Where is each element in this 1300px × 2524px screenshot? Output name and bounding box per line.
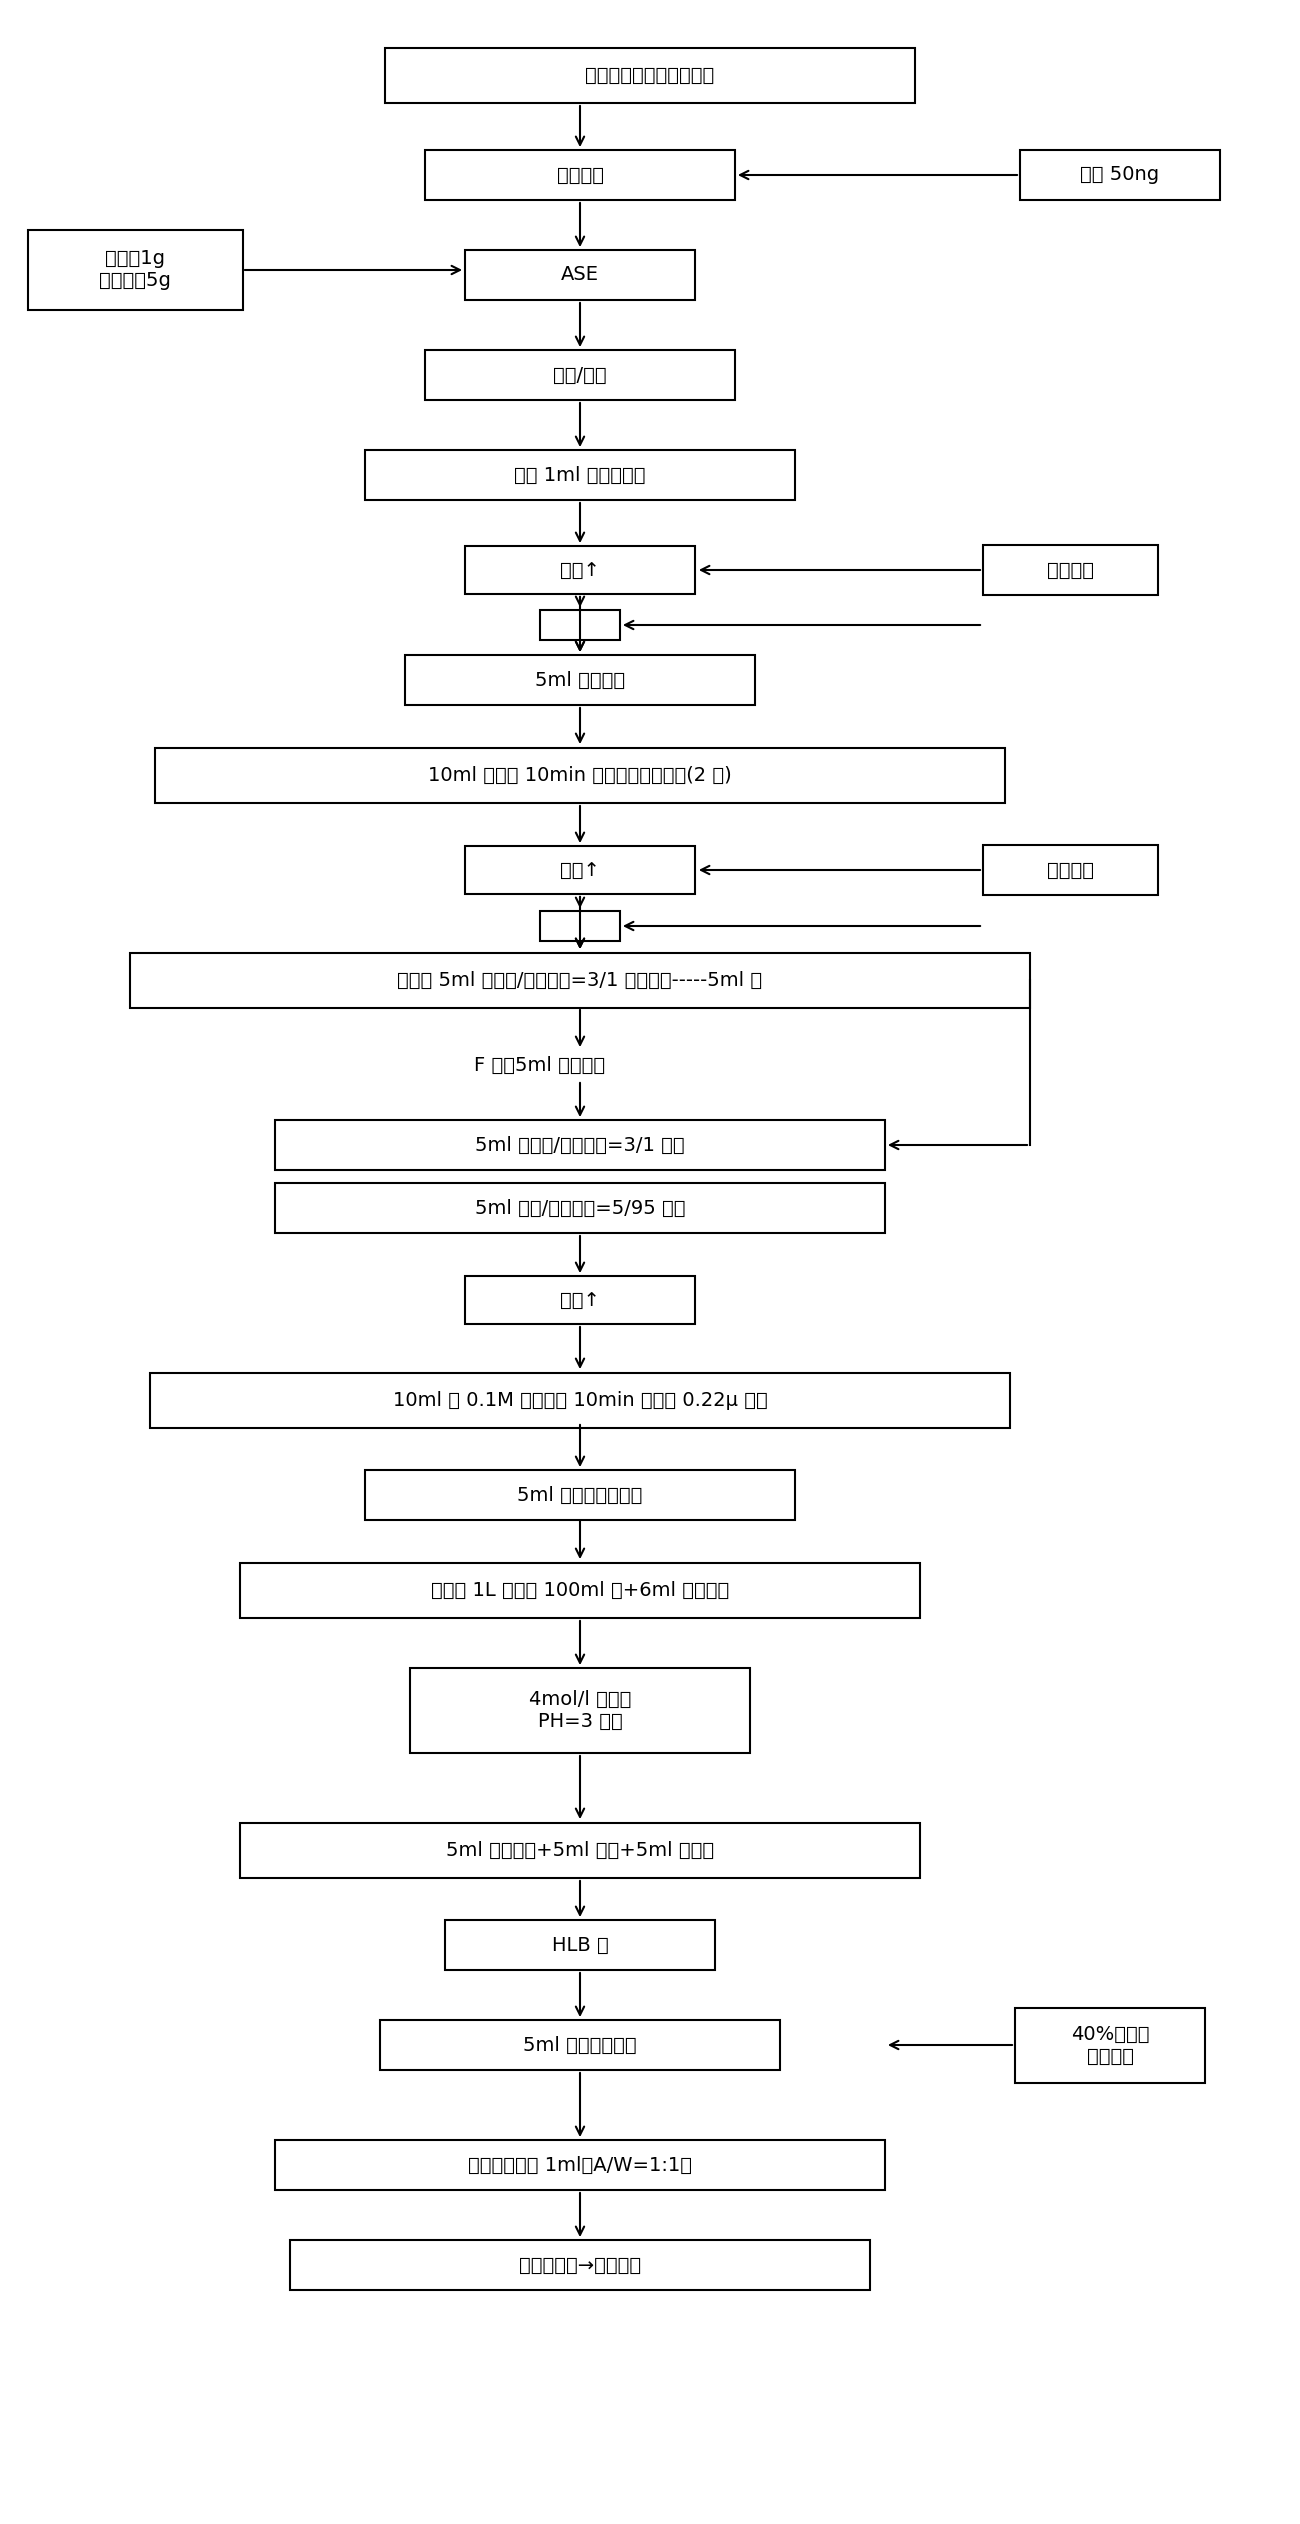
Bar (983, 846, 1157, 896)
Bar (276, 1121, 885, 1171)
Bar (1020, 149, 1219, 199)
Bar (240, 1562, 920, 1618)
Bar (380, 2019, 780, 2070)
Bar (465, 545, 696, 593)
Bar (290, 2239, 870, 2289)
Bar (410, 1668, 750, 1752)
Bar (276, 2140, 885, 2191)
Bar (240, 1822, 920, 1878)
Bar (445, 1921, 715, 1971)
Text: 转移至 1L 瓶中加 100ml 水+6ml 甲醇混合: 转移至 1L 瓶中加 100ml 水+6ml 甲醇混合 (430, 1580, 729, 1600)
Text: 置换溶剂: 置换溶剂 (1046, 861, 1093, 878)
Text: 10ml 的 0.1M 碱液超声 10min 溶解后 0.22μ 过滤: 10ml 的 0.1M 碱液超声 10min 溶解后 0.22μ 过滤 (393, 1391, 767, 1408)
Text: 置换溶剂: 置换溶剂 (1046, 560, 1093, 581)
Text: ASE: ASE (562, 265, 599, 285)
Bar (1015, 2007, 1205, 2082)
Bar (983, 545, 1157, 596)
Bar (540, 611, 620, 641)
Bar (365, 1469, 796, 1519)
Bar (150, 1373, 1010, 1429)
Text: 氮吹、定容至 1ml（A/W=1:1）: 氮吹、定容至 1ml（A/W=1:1） (468, 2155, 692, 2176)
Text: 5ml 碱液再冲洗一次: 5ml 碱液再冲洗一次 (517, 1487, 642, 1504)
Bar (465, 846, 696, 893)
Text: 残渣用 5ml 正己烷/二氯甲烷=3/1 超声重溶-----5ml 清: 残渣用 5ml 正己烷/二氯甲烷=3/1 超声重溶-----5ml 清 (398, 972, 763, 989)
Bar (276, 1184, 885, 1234)
Bar (385, 48, 915, 103)
Text: 吹干↑: 吹干↑ (560, 560, 599, 581)
Text: 采集的复杂基质固体样品: 采集的复杂基质固体样品 (585, 66, 715, 83)
Text: 离心或过膜→仪器分析: 离心或过膜→仪器分析 (519, 2256, 641, 2274)
Text: 5ml 丙酮/二氯甲烷=5/95 洗脱: 5ml 丙酮/二氯甲烷=5/95 洗脱 (474, 1199, 685, 1217)
Bar (465, 1277, 696, 1325)
Bar (365, 449, 796, 500)
Text: 5ml 正己烷/二氯甲烷=3/1 淋洗: 5ml 正己烷/二氯甲烷=3/1 淋洗 (476, 1136, 685, 1153)
Text: 4mol/l 盐酸调
PH=3 左右: 4mol/l 盐酸调 PH=3 左右 (529, 1689, 632, 1731)
Text: 10ml 正己烷 10min 漩涡离心去除油脂(2 次): 10ml 正己烷 10min 漩涡离心去除油脂(2 次) (428, 765, 732, 785)
Bar (425, 351, 734, 399)
Text: 5ml 乙酸乙酯+5ml 甲醇+5ml 水活化: 5ml 乙酸乙酯+5ml 甲醇+5ml 水活化 (446, 1840, 714, 1860)
Text: 丙酮/甲醇: 丙酮/甲醇 (554, 366, 607, 384)
Bar (130, 952, 1030, 1007)
Text: 40%甲醇水
溶液淋洗: 40%甲醇水 溶液淋洗 (1071, 2024, 1149, 2065)
Bar (406, 656, 755, 704)
Text: 加标 50ng: 加标 50ng (1080, 167, 1160, 184)
Text: 冷冻干燥: 冷冻干燥 (556, 167, 603, 184)
Text: 污泥：1g
沉积物：5g: 污泥：1g 沉积物：5g (99, 250, 170, 290)
Text: 5ml 乙酸乙酯洗脱: 5ml 乙酸乙酯洗脱 (523, 2034, 637, 2055)
Text: 5ml 乙腈溶解: 5ml 乙腈溶解 (534, 671, 625, 689)
Text: HLB 柱: HLB 柱 (551, 1936, 608, 1954)
Bar (27, 230, 243, 310)
Text: F 柱（5ml 正己烷活: F 柱（5ml 正己烷活 (474, 1055, 606, 1075)
Text: 吹干↑: 吹干↑ (560, 861, 599, 878)
Bar (540, 911, 620, 941)
Bar (155, 747, 1005, 803)
Bar (425, 149, 734, 199)
Bar (465, 250, 696, 300)
Text: 旋蒸 1ml 转移至萃取: 旋蒸 1ml 转移至萃取 (515, 464, 646, 485)
Text: 吹干↑: 吹干↑ (560, 1290, 599, 1310)
